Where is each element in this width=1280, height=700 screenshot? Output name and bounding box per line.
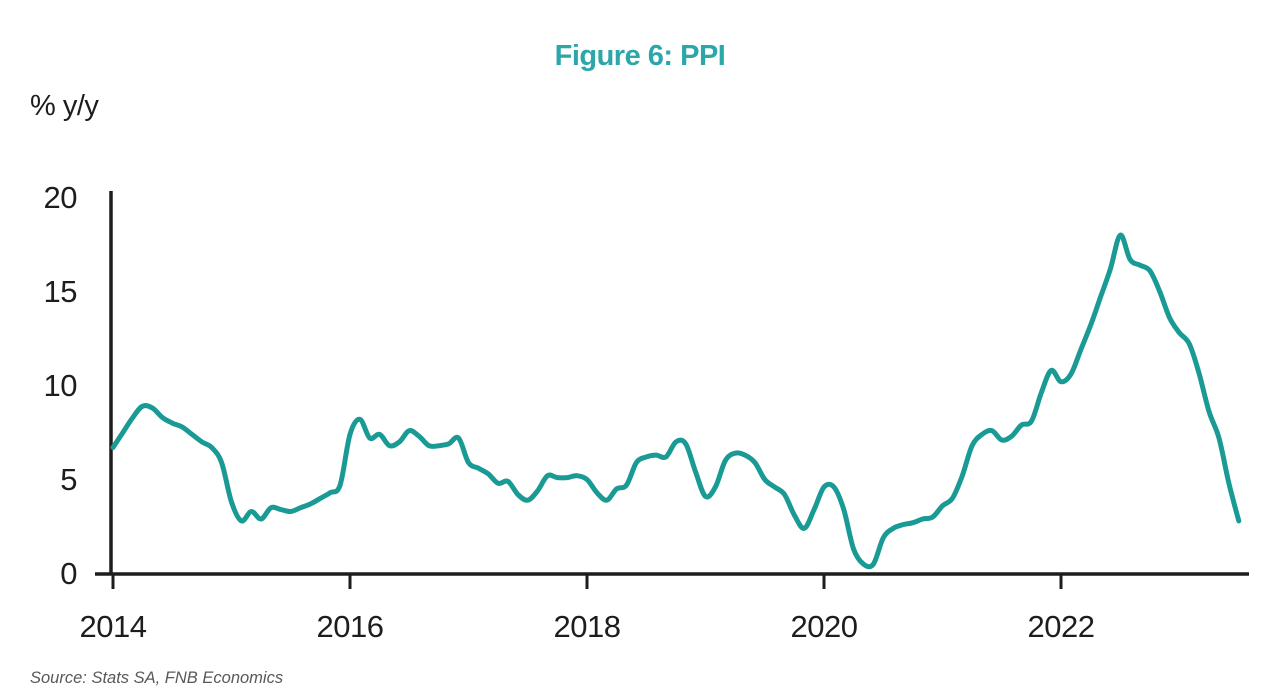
y-tick-label: 5 [60,462,77,497]
x-tick-label: 2022 [1028,609,1095,644]
y-tick-label: 15 [44,274,77,309]
y-tick-label: 20 [44,180,78,215]
y-tick-label: 0 [60,556,77,591]
source-note: Source: Stats SA, FNB Economics [30,669,284,687]
axis-lines [95,191,1249,576]
y-axis-unit-label: % y/y [30,90,99,122]
x-tick-label: 2018 [554,609,621,644]
x-tick-label: 2016 [317,609,384,644]
x-tick-label: 2020 [791,609,858,644]
x-tick-label: 2014 [80,609,147,644]
y-tick-label: 10 [44,368,78,403]
ppi-series-line [110,232,1242,570]
chart-title: Figure 6: PPI [554,40,726,72]
